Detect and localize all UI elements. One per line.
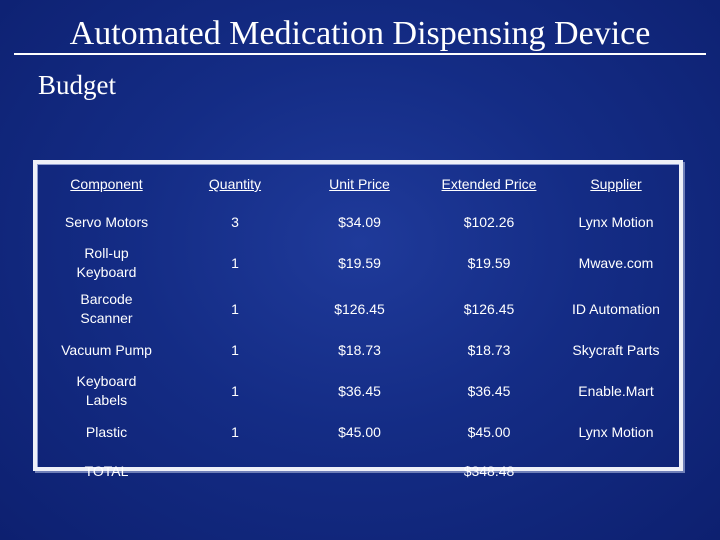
total-quantity: [180, 450, 290, 492]
table-border: [33, 160, 683, 471]
table-total-row: TOTAL $348.48: [33, 450, 683, 492]
header-supplier: Supplier: [590, 176, 642, 192]
cell-supplier: ID Automation: [572, 301, 660, 317]
cell-unit-price: $18.73: [338, 342, 381, 358]
table-row: Plastic 1 $45.00 $45.00 Lynx Motion: [33, 414, 683, 450]
cell-component: Roll-up Keyboard: [76, 245, 137, 280]
cell-extended-price: $36.45: [467, 383, 511, 399]
cell-quantity: 1: [231, 424, 239, 440]
cell-supplier: Lynx Motion: [578, 214, 654, 230]
cell-component: Barcode Scanner: [80, 291, 133, 326]
cell-component: Vacuum Pump: [61, 342, 152, 358]
cell-component: Keyboard Labels: [76, 373, 137, 408]
cell-unit-price: $126.45: [334, 301, 385, 317]
header-component: Component: [70, 176, 143, 192]
cell-extended-price: $45.00: [467, 424, 511, 440]
total-label: TOTAL: [84, 463, 129, 479]
cell-component-wrap: Roll-up Keyboard: [33, 240, 180, 286]
cell-unit-price: $36.45: [338, 383, 381, 399]
table-header-row: Component Quantity Unit Price Extended P…: [33, 164, 683, 204]
table-row: Keyboard Labels 1 $36.45 $36.45 Enable.M…: [33, 368, 683, 414]
table-row: Vacuum Pump 1 $18.73 $18.73 Skycraft Par…: [33, 332, 683, 368]
cell-quantity: 1: [231, 342, 239, 358]
cell-component-wrap: Keyboard Labels: [33, 368, 180, 414]
header-quantity: Quantity: [208, 176, 262, 192]
cell-component-wrap: Barcode Scanner: [33, 286, 180, 332]
total-unit-price: [290, 450, 429, 492]
total-extended-price: $348.48: [463, 463, 515, 479]
cell-extended-price: $126.45: [463, 301, 515, 317]
cell-unit-price: $34.09: [338, 214, 381, 230]
cell-supplier: Lynx Motion: [578, 424, 654, 440]
cell-unit-price: $19.59: [338, 255, 381, 271]
table-row: Roll-up Keyboard 1 $19.59 $19.59 Mwave.c…: [33, 240, 683, 286]
header-unit-price: Unit Price: [329, 176, 390, 192]
cell-supplier: Enable.Mart: [578, 383, 654, 399]
cell-extended-price: $18.73: [467, 342, 511, 358]
cell-extended-price: $19.59: [467, 255, 511, 271]
cell-quantity: 3: [231, 214, 239, 230]
cell-component: Plastic: [85, 424, 128, 440]
cell-component: Servo Motors: [64, 214, 149, 230]
slide-title: Automated Medication Dispensing Device: [69, 15, 651, 52]
slide-subtitle: Budget: [38, 70, 116, 100]
cell-extended-price: $102.26: [463, 214, 515, 230]
cell-quantity: 1: [231, 383, 239, 399]
title-underline: [14, 53, 706, 55]
total-supplier: [549, 450, 683, 492]
table-row: Servo Motors 3 $34.09 $102.26 Lynx Motio…: [33, 204, 683, 240]
cell-quantity: 1: [231, 255, 239, 271]
cell-supplier: Skycraft Parts: [572, 342, 660, 358]
budget-table: Component Quantity Unit Price Extended P…: [33, 164, 683, 492]
table-row: Barcode Scanner 1 $126.45 $126.45 ID Aut…: [33, 286, 683, 332]
cell-quantity: 1: [231, 301, 239, 317]
cell-unit-price: $45.00: [338, 424, 381, 440]
cell-supplier: Mwave.com: [578, 255, 654, 271]
header-extended-price: Extended Price: [441, 176, 537, 192]
